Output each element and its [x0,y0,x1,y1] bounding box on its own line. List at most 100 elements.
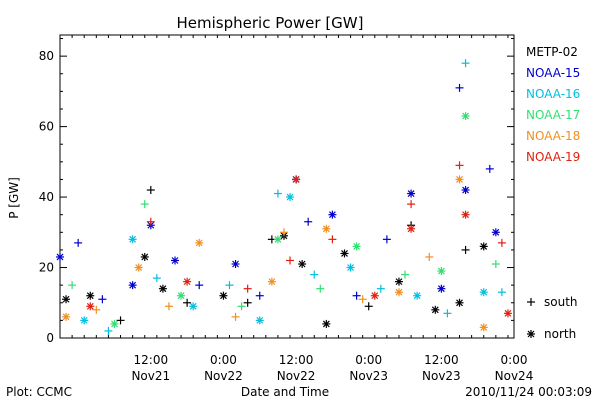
data-point-north [267,277,276,286]
data-point-south [104,326,113,335]
marker-legend-north: north [527,327,576,341]
legend-series-label: METP-02 [526,45,578,59]
data-point-south [316,284,325,293]
data-point-south [98,295,107,304]
y-tick-label: 20 [39,261,54,275]
data-point-south [497,288,506,297]
legend: METP-02 NOAA-15 NOAA-16 NOAA-17 NOAA-18 NOAA-… [526,45,580,164]
legend-series-label: NOAA-18 [526,129,580,143]
data-point-north [413,291,422,300]
data-point-north [461,210,470,219]
data-point-north [503,309,512,318]
y-tick-label: 80 [39,49,54,63]
data-point-north [86,291,95,300]
data-point-south [485,164,494,173]
data-point-south [286,256,295,265]
data-point-south [243,284,252,293]
y-tick-label: 60 [39,120,54,134]
y-tick-label: 0 [46,331,54,345]
marker-legend-label: north [544,327,576,341]
data-point-south [461,245,470,254]
legend-series-label: NOAA-17 [526,108,580,122]
x-tick-label-date: Nov24 [495,369,534,383]
data-point-north [328,210,337,219]
x-axis-label: Date and Time [241,385,329,399]
data-point-north [479,242,488,251]
data-point-north [62,312,71,321]
data-point-north [461,112,470,121]
data-point-south [74,238,83,247]
data-point-north [322,319,331,328]
data-point-north [171,256,180,265]
data-points [56,59,512,335]
x-tick-label-date: Nov23 [349,369,388,383]
data-point-north [56,252,64,261]
data-point-north [128,281,137,290]
x-tick-label-date: Nov21 [131,369,170,383]
data-point-north [219,291,228,300]
data-point-north [134,263,143,272]
y-axis-ticks: 0 20 40 60 80 [39,38,514,345]
x-tick-label-time: 12:00 [279,353,314,367]
data-point-north [394,288,403,297]
data-point-north [286,193,295,202]
data-point-north [292,175,301,184]
x-tick-label-date: Nov22 [277,369,316,383]
data-point-south [461,59,470,68]
x-tick-label-time: 0:00 [210,353,237,367]
data-point-south [304,217,313,226]
data-point-north [195,238,204,247]
footer-timestamp: 2010/11/24 00:03:09 [465,385,592,399]
data-point-north [431,305,440,314]
x-tick-label-time: 12:00 [134,353,169,367]
x-tick-label-date: Nov23 [422,369,461,383]
data-point-north [322,224,331,233]
data-point-north [189,302,198,311]
data-point-north [273,235,282,244]
x-tick-label-time: 0:00 [501,353,528,367]
x-tick-label-date: Nov22 [204,369,243,383]
data-point-south [382,235,391,244]
y-axis-label: P [GW] [7,177,21,219]
plot-frame [59,34,515,339]
footer-plot-credit: Plot: CCMC [6,385,72,399]
data-point-south [364,302,373,311]
data-point-south [273,189,282,198]
data-point-south [146,217,155,226]
data-point-north [455,175,464,184]
data-point-south [68,281,77,290]
legend-series-label: NOAA-19 [526,150,580,164]
data-point-south [195,281,204,290]
data-point-south [225,281,234,290]
data-point-south [152,274,161,283]
data-point-south [376,284,385,293]
data-point-south [237,302,246,311]
data-point-north [455,298,464,307]
data-point-south [243,298,252,307]
data-point-south [279,228,288,237]
data-point-south [183,298,192,307]
data-point-north [437,284,446,293]
data-point-north [231,260,240,269]
x-tick-label-time: 0:00 [355,353,382,367]
data-point-north [479,288,488,297]
legend-series-label: NOAA-15 [526,66,580,80]
data-point-south [146,186,155,195]
data-point-north [394,277,403,286]
data-point-north [140,252,149,261]
data-point-north [479,323,488,332]
legend-series-label: NOAA-16 [526,87,580,101]
data-point-south [443,309,452,318]
data-point-south [116,316,125,325]
data-point-south [255,291,264,300]
data-point-north [298,260,307,269]
data-point-north [110,319,119,328]
data-point-north [352,242,361,251]
data-point-north [491,228,500,237]
y-tick-label: 40 [39,190,54,204]
data-point-north [370,291,379,300]
data-point-south [164,302,173,311]
data-point-north [340,249,349,258]
data-point-south [455,83,464,92]
